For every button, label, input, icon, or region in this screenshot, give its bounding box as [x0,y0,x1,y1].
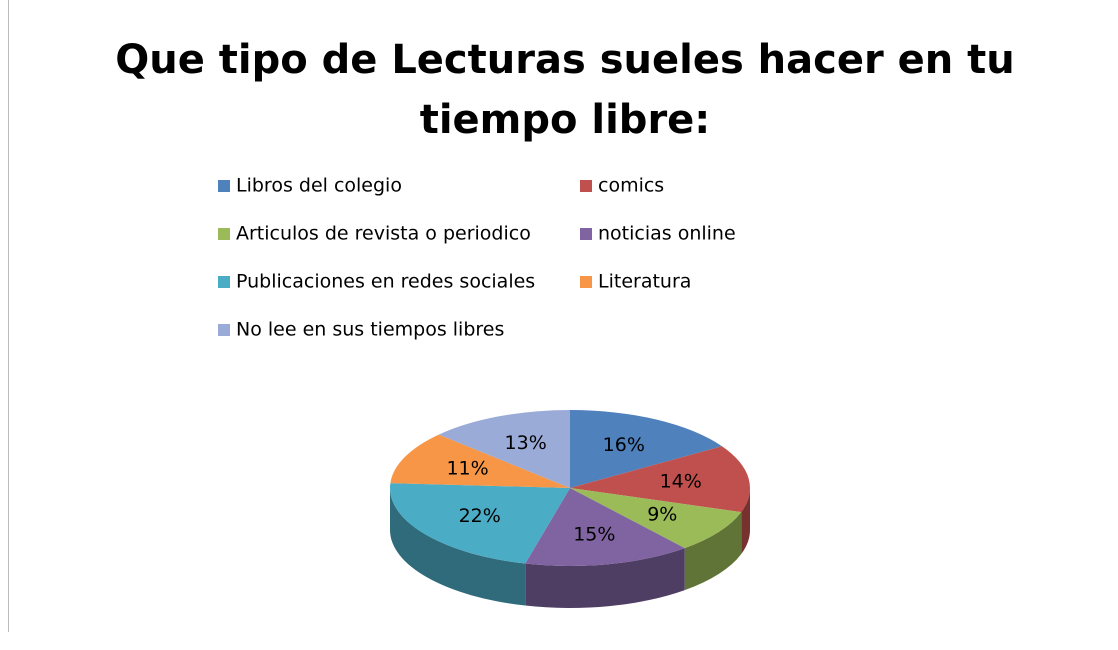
data-label: 15% [573,524,615,546]
legend-swatch [218,180,230,192]
data-label: 9% [647,504,677,526]
legend-swatch [580,276,592,288]
chart-title: Que tipo de Lecturas sueles hacer en tu t… [115,37,1015,143]
legend-swatch [580,180,592,192]
pie-slice [390,483,570,564]
legend-label: Publicaciones en redes sociales [236,271,535,293]
legend-swatch [580,228,592,240]
data-label: 16% [603,434,645,456]
pie-slice [570,446,750,513]
pie-side [390,488,526,606]
legend-label: No lee en sus tiempos libres [236,319,504,341]
data-label: 13% [505,432,547,454]
legend-label: Literatura [598,271,691,293]
data-label: 14% [660,470,702,492]
pie-side [684,512,742,591]
title-line: tiempo libre: [420,97,711,143]
pie-slice [525,488,685,566]
legend-label: noticias online [598,223,736,245]
pie-side [525,548,685,608]
pie-side [741,488,750,555]
pie-slice [570,410,722,488]
legend-label: Articulos de revista o periodico [236,223,531,245]
legend-label: comics [598,175,664,197]
title-line: Que tipo de Lecturas sueles hacer en tu [115,37,1015,83]
pie-slice [438,410,570,488]
pie-slice [390,434,570,488]
data-label: 22% [459,505,501,527]
data-label: 11% [446,457,488,479]
legend-swatch [218,228,230,240]
legend-swatch [218,276,230,288]
legend-label: Libros del colegio [236,175,402,197]
pie-slice [570,488,742,549]
legend-swatch [218,324,230,336]
